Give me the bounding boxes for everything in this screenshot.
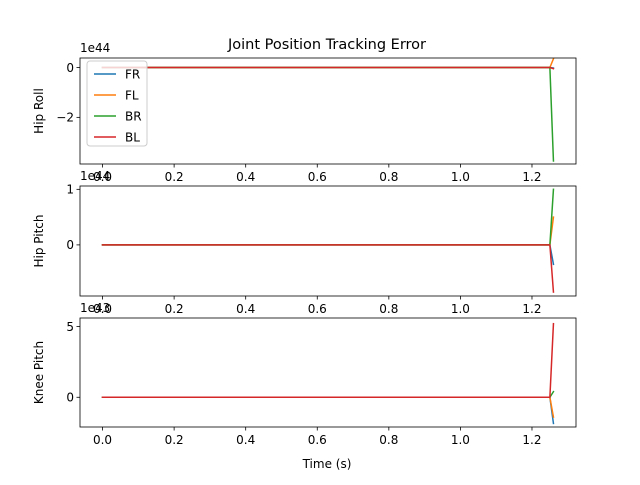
subplot-1: 0.0 0.2 0.4 0.6 0.8 1.0 1.2 0 1 1e44 Hip Pitch bbox=[32, 169, 577, 316]
subplot-2: 0.0 0.2 0.4 0.6 0.8 1.0 1.2 0 5 1e43 Knee Pitch bbox=[32, 301, 577, 447]
y-tick-label: −2 bbox=[56, 111, 74, 125]
y-tick-label: 0 bbox=[66, 61, 74, 75]
x-tick-label: 0.2 bbox=[165, 170, 184, 184]
x-tick-label: 0.0 bbox=[93, 433, 112, 447]
x-tick-label: 0.4 bbox=[236, 433, 255, 447]
y-offset-text: 1e43 bbox=[80, 301, 110, 315]
x-axis-label: Time (s) bbox=[302, 457, 352, 471]
subplots: 0.0 0.2 0.4 0.6 0.8 1.0 1.2 −2 0 1e44 Hip Roll FR FL… bbox=[32, 41, 577, 447]
x-tick-label: 0.4 bbox=[236, 302, 255, 316]
x-tick-label: 0.8 bbox=[379, 433, 398, 447]
series-line-bl bbox=[101, 244, 555, 293]
series-group bbox=[101, 322, 555, 425]
legend-label-fl: FL bbox=[125, 89, 139, 103]
y-tick-label: 1 bbox=[66, 183, 74, 197]
legend-label-fr: FR bbox=[125, 68, 140, 82]
axes-frame bbox=[79, 185, 577, 297]
legend-box bbox=[86, 60, 148, 147]
series-group bbox=[101, 188, 555, 293]
x-tick-label: 1.2 bbox=[522, 302, 541, 316]
axes-frame bbox=[79, 317, 577, 428]
legend-label-br: BR bbox=[125, 110, 142, 124]
x-tick-label: 0.6 bbox=[308, 170, 327, 184]
x-tick-label: 0.6 bbox=[308, 302, 327, 316]
chart-title: Joint Position Tracking Error bbox=[227, 37, 426, 53]
x-tick-label: 0.8 bbox=[379, 302, 398, 316]
y-axis-label: Knee Pitch bbox=[32, 341, 46, 404]
x-tick-label: 1.2 bbox=[522, 433, 541, 447]
series-line-bl bbox=[101, 66, 555, 70]
x-tick-label: 0.2 bbox=[165, 302, 184, 316]
x-tick-label: 0.0 bbox=[93, 170, 112, 184]
x-tick-label: 1.0 bbox=[451, 433, 470, 447]
x-tick-label: 0.2 bbox=[165, 433, 184, 447]
x-tick-label: 1.0 bbox=[451, 170, 470, 184]
y-tick-label: 0 bbox=[66, 391, 74, 405]
y-offset-text: 1e44 bbox=[80, 41, 110, 55]
y-tick-label: 0 bbox=[66, 238, 74, 252]
x-tick-label: 0.0 bbox=[93, 302, 112, 316]
x-tick-label: 1.2 bbox=[522, 170, 541, 184]
y-tick-label: 5 bbox=[66, 320, 74, 334]
x-tick-label: 0.4 bbox=[236, 170, 255, 184]
y-axis-label: Hip Roll bbox=[32, 88, 46, 134]
x-tick-label: 0.6 bbox=[308, 433, 327, 447]
series-group bbox=[101, 58, 555, 162]
y-offset-text: 1e44 bbox=[80, 169, 110, 183]
axes-frame bbox=[79, 57, 577, 165]
subplot-0: 0.0 0.2 0.4 0.6 0.8 1.0 1.2 −2 0 1e44 Hip Roll FR FL… bbox=[32, 41, 577, 184]
series-line-bl bbox=[101, 322, 555, 399]
legend: FR FL BR BL bbox=[86, 60, 148, 147]
y-axis-label: Hip Pitch bbox=[32, 214, 46, 267]
x-tick-label: 0.8 bbox=[379, 170, 398, 184]
x-tick-label: 1.0 bbox=[451, 302, 470, 316]
legend-label-bl: BL bbox=[125, 131, 140, 145]
